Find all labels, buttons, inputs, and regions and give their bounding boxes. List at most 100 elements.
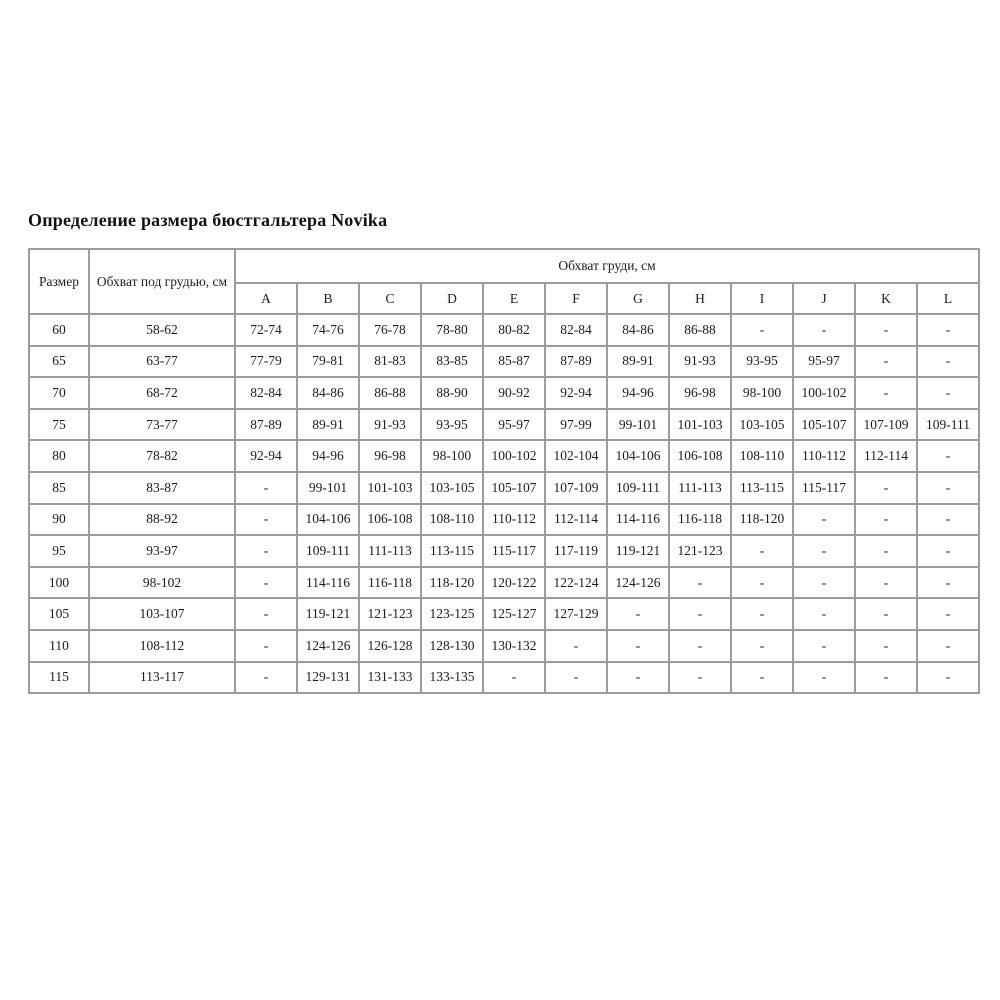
cup-cell: - xyxy=(854,470,918,505)
cup-cell: 116-118 xyxy=(668,502,732,537)
header-cup-a: A xyxy=(234,282,298,315)
cup-cell: 74-76 xyxy=(296,313,360,347)
cup-cell: - xyxy=(854,313,918,347)
cup-cell: - xyxy=(854,660,918,695)
cup-cell: 84-86 xyxy=(606,313,670,347)
cup-cell: 91-93 xyxy=(668,344,732,379)
header-cup-k: K xyxy=(854,282,918,315)
cup-cell: 131-133 xyxy=(358,660,422,695)
table-row: 70 68-72 82-84 84-86 86-88 88-90 90-92 92-94 94-… xyxy=(28,376,981,410)
header-cup-l: L xyxy=(915,282,981,315)
underbust-cell: 58-62 xyxy=(88,313,236,347)
cup-cell: 96-98 xyxy=(668,376,732,410)
cup-cell: - xyxy=(544,660,608,695)
cup-cell: - xyxy=(792,502,856,537)
table-row: 105 103-107-119-121 121-123 123-125 125-127 1… xyxy=(28,597,981,631)
cup-cell: 115-117 xyxy=(482,534,546,568)
header-size: Размер xyxy=(28,248,90,315)
cup-cell: 125-127 xyxy=(482,597,546,631)
underbust-cell: 98-102 xyxy=(88,565,236,600)
cup-cell: 127-129 xyxy=(544,597,608,631)
size-cell: 100 xyxy=(28,565,90,600)
cup-cell: 109-111 xyxy=(606,470,670,505)
size-cell: 75 xyxy=(28,407,90,442)
underbust-cell: 88-92 xyxy=(88,502,236,537)
cup-cell: 94-96 xyxy=(296,439,360,473)
cup-cell: 92-94 xyxy=(544,376,608,410)
table-row: 85 83-87-99-101 101-103 103-105 105-107 107-1… xyxy=(28,470,981,505)
header-cup-b: B xyxy=(296,282,360,315)
cup-cell: - xyxy=(730,628,794,663)
header-cup-j: J xyxy=(792,282,856,315)
cup-cell: 105-107 xyxy=(792,407,856,442)
cup-cell: 103-105 xyxy=(420,470,484,505)
cup-cell: 110-112 xyxy=(792,439,856,473)
cup-cell: 77-79 xyxy=(234,344,298,379)
cup-cell: 83-85 xyxy=(420,344,484,379)
cup-cell: - xyxy=(915,376,981,410)
cup-cell: 110-112 xyxy=(482,502,546,537)
cup-cell: - xyxy=(915,502,981,537)
size-cell: 115 xyxy=(28,660,90,695)
cup-cell: 122-124 xyxy=(544,565,608,600)
cup-cell: 121-123 xyxy=(358,597,422,631)
cup-cell: 89-91 xyxy=(606,344,670,379)
cup-cell: 120-122 xyxy=(482,565,546,600)
cup-cell: 93-95 xyxy=(730,344,794,379)
cup-cell: 114-116 xyxy=(606,502,670,537)
table-row: 95 93-97-109-111 111-113 113-115 115-117 117-… xyxy=(28,534,981,568)
cup-cell: - xyxy=(854,565,918,600)
cup-cell: - xyxy=(606,628,670,663)
cup-cell: 128-130 xyxy=(420,628,484,663)
cup-cell: - xyxy=(730,660,794,695)
cup-cell: - xyxy=(854,376,918,410)
cup-cell: - xyxy=(915,597,981,631)
cup-cell: 102-104 xyxy=(544,439,608,473)
cup-cell: - xyxy=(792,660,856,695)
cup-cell: - xyxy=(668,597,732,631)
cup-cell: - xyxy=(915,534,981,568)
cup-cell: 111-113 xyxy=(668,470,732,505)
cup-cell: - xyxy=(730,313,794,347)
header-cup-d: D xyxy=(420,282,484,315)
cup-cell: 79-81 xyxy=(296,344,360,379)
cup-cell: - xyxy=(234,565,298,600)
size-cell: 95 xyxy=(28,534,90,568)
table-row: 60 58-62 72-74 74-76 76-78 78-80 80-82 82-84 84-… xyxy=(28,313,981,347)
cup-cell: - xyxy=(915,439,981,473)
cup-cell: - xyxy=(544,628,608,663)
cup-cell: 117-119 xyxy=(544,534,608,568)
cup-cell: - xyxy=(234,597,298,631)
cup-cell: 109-111 xyxy=(296,534,360,568)
cup-cell: 112-114 xyxy=(544,502,608,537)
underbust-cell: 83-87 xyxy=(88,470,236,505)
cup-cell: 115-117 xyxy=(792,470,856,505)
cup-cell: 84-86 xyxy=(296,376,360,410)
size-cell: 60 xyxy=(28,313,90,347)
size-cell: 105 xyxy=(28,597,90,631)
size-cell: 70 xyxy=(28,376,90,410)
cup-cell: 88-90 xyxy=(420,376,484,410)
cup-cell: 92-94 xyxy=(234,439,298,473)
cup-cell: 104-106 xyxy=(606,439,670,473)
cup-cell: 109-111 xyxy=(915,407,981,442)
cup-cell: 94-96 xyxy=(606,376,670,410)
size-cell: 110 xyxy=(28,628,90,663)
table-body: 60 58-62 72-74 74-76 76-78 78-80 80-82 82-84 84-… xyxy=(28,313,981,695)
cup-cell: 113-115 xyxy=(420,534,484,568)
cup-cell: - xyxy=(482,660,546,695)
content-area: Определение размера бюстгальтера Novika … xyxy=(28,210,981,695)
cup-cell: - xyxy=(234,660,298,695)
cup-cell: 107-109 xyxy=(854,407,918,442)
cup-cell: 123-125 xyxy=(420,597,484,631)
cup-cell: 108-110 xyxy=(730,439,794,473)
table-row: 65 63-77 77-79 79-81 81-83 83-85 85-87 87-89 89-… xyxy=(28,344,981,379)
cup-cell: 129-131 xyxy=(296,660,360,695)
cup-cell: 80-82 xyxy=(482,313,546,347)
cup-cell: 113-115 xyxy=(730,470,794,505)
cup-cell: 72-74 xyxy=(234,313,298,347)
cup-cell: - xyxy=(792,597,856,631)
cup-cell: 97-99 xyxy=(544,407,608,442)
